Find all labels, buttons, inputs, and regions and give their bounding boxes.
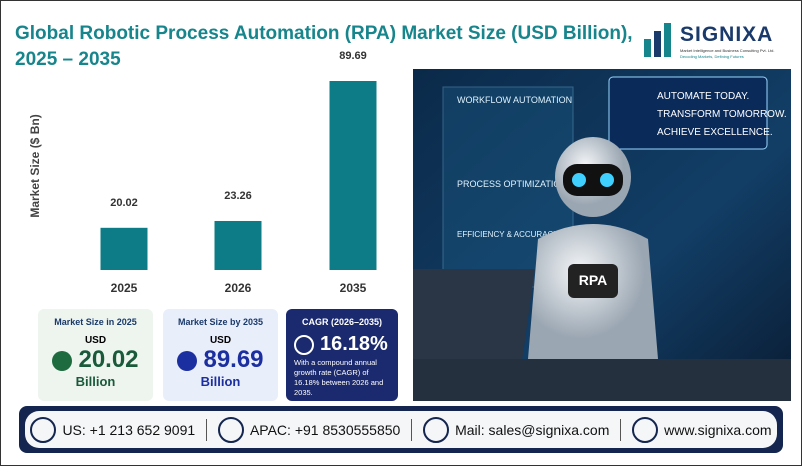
card-unit: USD [209,335,232,346]
x-tick-label: 2026 [225,281,252,295]
slogan: TRANSFORM TOMORROW. [657,109,787,120]
contact[interactable]: APAC: +91 8530555850 [249,421,401,438]
x-tick-label: 2035 [340,281,367,295]
hero-image: WORKFLOW AUTOMATION PROCESS OPTIMIZATION… [413,69,791,401]
card-label: Market Size by 2035 [177,317,264,327]
phone-icon [30,416,57,443]
bar [214,220,262,270]
contact[interactable]: US: +1 213 652 9091 [62,421,196,438]
card-icon [177,350,198,371]
logo-tagline: Market Intelligence and Business Consult… [680,48,775,53]
card-unit: USD [84,335,107,346]
chart: Market Size ($ Bn) 20.02 2025 23.26 2026 89.… [28,50,377,295]
card-note: With a compound annual growth rate (CAGR… [294,358,384,397]
logo-mark [644,23,671,57]
card: Market Size in 2025 USD 20.02 Billion [38,309,153,401]
y-axis-label: Market Size ($ Bn) [28,114,42,217]
mail-icon [423,416,450,443]
bar [329,81,377,270]
card: CAGR (2026–2035) 16.18% With a compound … [286,309,398,401]
value-label: 20.02 [110,197,138,209]
panel-text: EFFICIENCY & ACCURACY [457,230,559,239]
logo-motto: Decoding Markets, Defining Futures [680,54,744,59]
x-tick-label: 2025 [111,281,138,295]
panel-text: WORKFLOW AUTOMATION [457,95,572,105]
card-value: 16.18% [320,333,388,355]
contact[interactable]: www.signixa.com [664,421,772,438]
card: Market Size by 2035 USD 89.69 Billion [163,309,278,401]
card-scale: Billion [200,374,241,389]
phone-icon [217,416,244,443]
card-label: Market Size in 2025 [54,317,137,327]
title: Global Robotic Process Automation (RPA) … [15,23,633,70]
card-value: 89.69 [203,346,264,373]
value-label: 89.69 [339,50,367,62]
card-scale: Billion [75,374,116,389]
value-label: 23.26 [224,190,252,202]
footer: US: +1 213 652 9091 APAC: +91 8530555850… [19,406,783,453]
card-icon [294,334,314,355]
panel-text: PROCESS OPTIMIZATION [457,179,567,189]
contact[interactable]: Mail: sales@signixa.com [455,421,610,438]
card-value: 20.02 [78,346,139,373]
slogan: ACHIEVE EXCELLENCE. [657,127,773,138]
bar [100,227,148,270]
logo-name: SIGNIXA [680,23,774,46]
web-icon [632,416,659,443]
card-icon [52,350,73,371]
badge: RPA [579,272,608,288]
slogan: AUTOMATE TODAY. [657,91,749,102]
card-label: CAGR (2026–2035) [301,317,383,327]
